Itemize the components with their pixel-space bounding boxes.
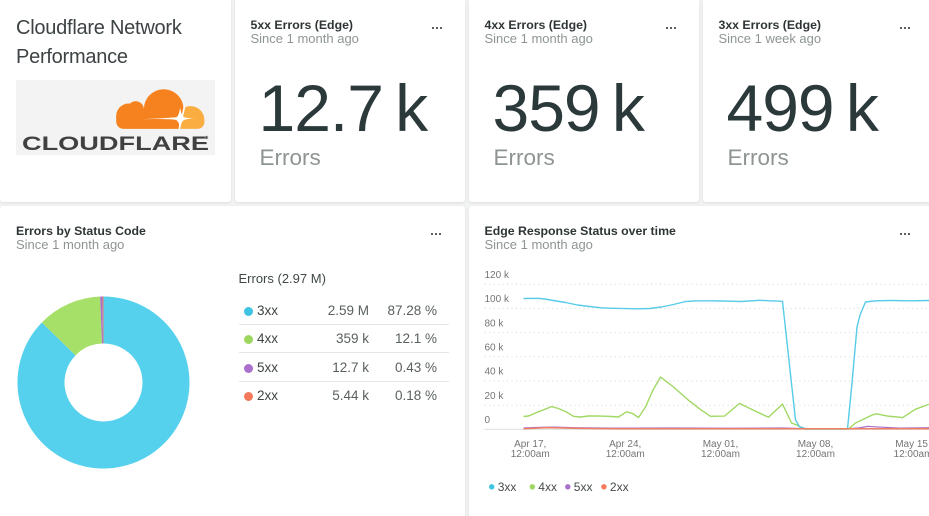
svg-text:120 k: 120 k <box>484 270 509 281</box>
svg-text:May 15,: May 15, <box>895 439 929 450</box>
svg-text:May 01,: May 01, <box>702 439 738 450</box>
svg-text:60 k: 60 k <box>484 343 504 354</box>
svg-text:5xx: 5xx <box>573 480 592 494</box>
svg-text:100 k: 100 k <box>484 294 509 305</box>
svg-text:0: 0 <box>484 415 490 426</box>
svg-text:Apr 24,: Apr 24, <box>609 439 641 450</box>
svg-text:12:00am: 12:00am <box>796 449 835 460</box>
svg-text:12:00am: 12:00am <box>510 449 549 460</box>
svg-text:12:00am: 12:00am <box>893 449 929 460</box>
svg-text:Apr 17,: Apr 17, <box>514 439 546 450</box>
svg-text:4xx: 4xx <box>538 480 557 494</box>
svg-text:12:00am: 12:00am <box>605 449 644 460</box>
svg-text:20 k: 20 k <box>484 391 504 402</box>
svg-text:May 08,: May 08, <box>797 439 833 450</box>
svg-text:40 k: 40 k <box>484 367 504 378</box>
svg-text:CLOUDFLARE: CLOUDFLARE <box>22 134 209 155</box>
svg-text:12:00am: 12:00am <box>701 449 740 460</box>
svg-text:3xx: 3xx <box>497 480 516 494</box>
svg-text:80 k: 80 k <box>484 318 504 329</box>
svg-text:2xx: 2xx <box>609 480 628 494</box>
